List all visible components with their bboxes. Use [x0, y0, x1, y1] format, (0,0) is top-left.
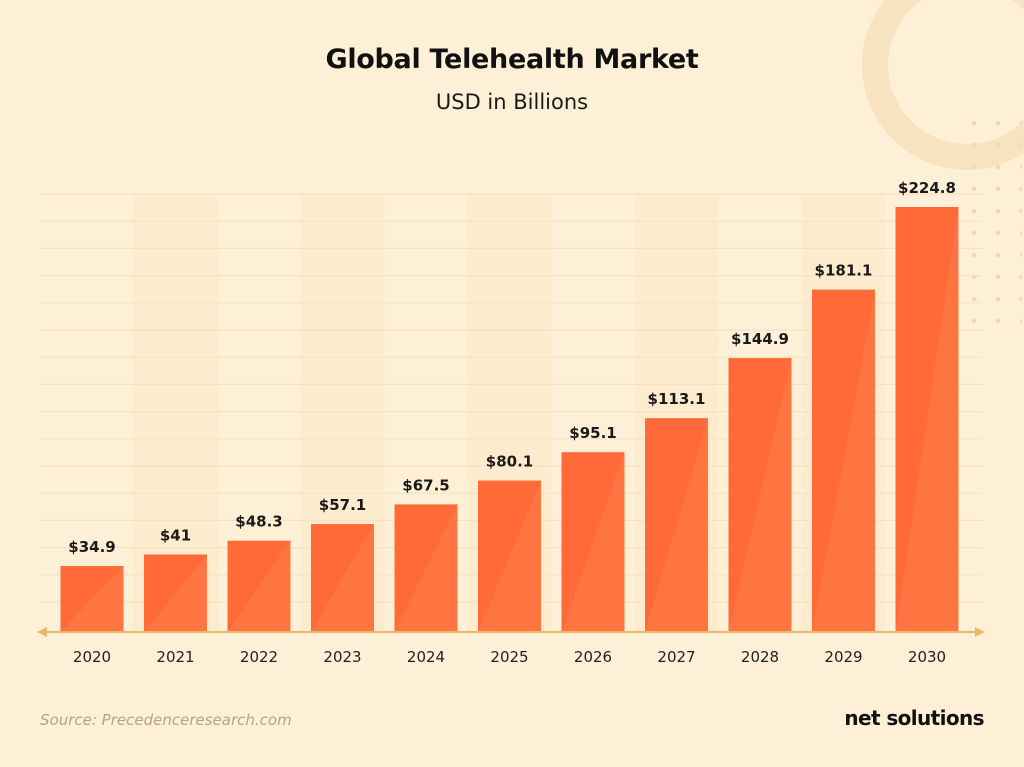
value-label: $67.5 — [402, 476, 449, 494]
source-note: Source: Precedenceresearch.com — [40, 711, 292, 729]
bar-sheen — [144, 554, 207, 632]
decorative-dots — [962, 112, 1022, 332]
x-tick-label: 2024 — [407, 648, 445, 666]
x-tick-label: 2023 — [323, 648, 361, 666]
x-axis — [37, 627, 985, 637]
chart-subtitle: USD in Billions — [435, 90, 589, 114]
bar-sheen — [812, 289, 875, 632]
x-tick-label: 2020 — [73, 648, 111, 666]
value-label: $57.1 — [319, 496, 366, 514]
axis-arrow-right — [975, 627, 985, 637]
x-tick-label: 2027 — [657, 648, 695, 666]
x-tick-label: 2029 — [824, 648, 862, 666]
bar-sheen — [311, 524, 374, 632]
value-label: $224.8 — [898, 179, 956, 197]
value-label: $41 — [160, 526, 191, 544]
x-tick-label: 2028 — [741, 648, 779, 666]
chart-title: Global Telehealth Market — [325, 44, 699, 75]
bar-sheen — [478, 480, 541, 632]
brand-logo: net solutions — [844, 706, 984, 730]
value-labels: $34.9 $41 $48.3 $57.1 $67.5 $80.1 $95.1 $113.1 $… — [68, 179, 956, 556]
value-label: $181.1 — [815, 262, 873, 280]
value-label: $144.9 — [731, 330, 789, 348]
x-tick-labels: 2020 2021 2022 2023 2024 2025 2026 2027 2028 2029… — [73, 648, 946, 666]
axis-arrow-left — [37, 627, 47, 637]
value-label: $113.1 — [648, 390, 706, 408]
bar-sheen — [728, 358, 792, 632]
value-label: $80.1 — [486, 453, 533, 471]
bar-sheen — [561, 452, 625, 632]
bar-sheen — [394, 504, 458, 632]
bar-sheen — [60, 566, 124, 632]
value-label: $48.3 — [235, 513, 282, 531]
value-label: $34.9 — [68, 538, 115, 556]
x-tick-label: 2030 — [908, 648, 946, 666]
bar-sheen — [895, 207, 959, 632]
x-tick-label: 2022 — [240, 648, 278, 666]
x-tick-label: 2021 — [156, 648, 194, 666]
bars — [60, 207, 959, 632]
bar-sheen — [645, 418, 708, 632]
x-tick-label: 2026 — [574, 648, 612, 666]
x-tick-label: 2025 — [490, 648, 528, 666]
value-label: $95.1 — [569, 424, 616, 442]
bar-sheen — [227, 540, 291, 632]
